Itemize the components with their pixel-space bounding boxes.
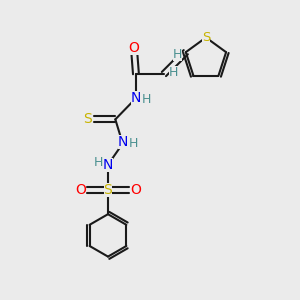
Text: H: H bbox=[169, 66, 178, 79]
Text: O: O bbox=[75, 183, 86, 197]
Text: O: O bbox=[130, 183, 141, 197]
Text: N: N bbox=[103, 158, 113, 172]
Text: N: N bbox=[118, 135, 128, 149]
Text: H: H bbox=[94, 156, 103, 169]
Text: N: N bbox=[131, 91, 141, 105]
Text: S: S bbox=[202, 31, 210, 44]
Text: O: O bbox=[128, 41, 139, 56]
Text: H: H bbox=[129, 137, 138, 150]
Text: S: S bbox=[103, 183, 112, 197]
Text: S: S bbox=[83, 112, 92, 126]
Text: H: H bbox=[173, 48, 182, 61]
Text: H: H bbox=[142, 93, 151, 106]
